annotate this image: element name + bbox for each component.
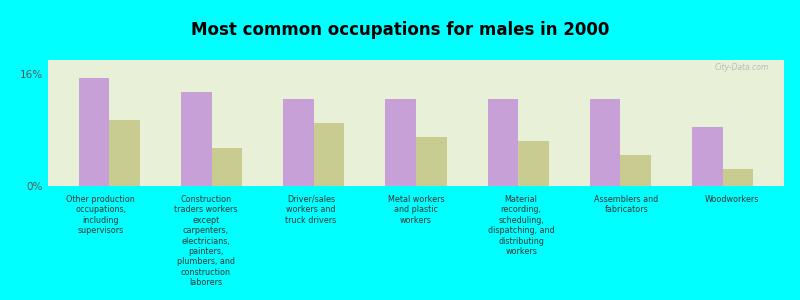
Text: Woodworkers: Woodworkers	[704, 195, 758, 204]
Bar	[487, 98, 518, 186]
Text: Driver/sales
workers and
truck drivers: Driver/sales workers and truck drivers	[286, 195, 337, 225]
Bar	[78, 77, 110, 186]
Bar	[722, 169, 754, 186]
Bar	[416, 137, 446, 186]
Text: Metal workers
and plastic
workers: Metal workers and plastic workers	[388, 195, 444, 225]
Text: Construction
traders workers
except
carpenters,
electricians,
painters,
plumbers: Construction traders workers except carp…	[174, 195, 238, 287]
Bar	[110, 119, 140, 186]
Bar	[590, 98, 621, 186]
Bar	[283, 98, 314, 186]
Bar	[386, 98, 416, 186]
Text: City-Data.com: City-Data.com	[715, 62, 770, 71]
Bar	[181, 92, 211, 186]
Text: Most common occupations for males in 2000: Most common occupations for males in 200…	[191, 21, 609, 39]
Bar	[621, 154, 651, 186]
Text: Assemblers and
fabricators: Assemblers and fabricators	[594, 195, 658, 214]
Bar	[692, 127, 722, 186]
Bar	[211, 148, 242, 186]
Text: Material
recording,
scheduling,
dispatching, and
distributing
workers: Material recording, scheduling, dispatch…	[488, 195, 554, 256]
Text: Other production
occupations,
including
supervisors: Other production occupations, including …	[66, 195, 135, 235]
Bar	[518, 140, 549, 186]
Bar	[314, 123, 345, 186]
